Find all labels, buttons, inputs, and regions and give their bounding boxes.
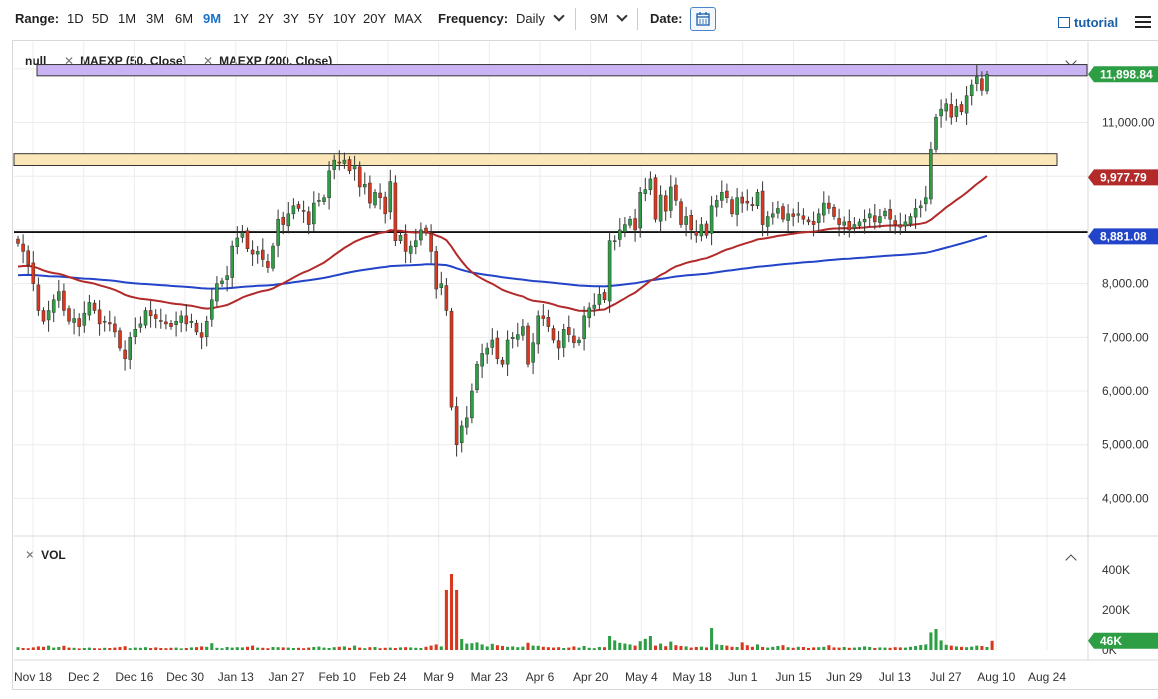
range-button-1m[interactable]: 1M [118,11,137,26]
close-icon[interactable]: ✕ [25,548,36,562]
frequency-label: Frequency: [438,11,509,26]
toolbar-divider [637,8,638,30]
calendar-button[interactable] [690,7,716,31]
range-button-9m[interactable]: 9M [203,11,222,26]
legend-ma200-label: MAEXP (200, Close) [219,54,333,68]
chart-frame [12,40,1158,690]
close-icon[interactable]: ✕ [203,54,214,68]
range-button-3y[interactable]: 3Y [283,11,299,26]
range-button-5d[interactable]: 5D [92,11,109,26]
toolbar-divider [575,8,576,30]
date-label: Date: [650,11,683,26]
period-dropdown[interactable]: 9M [590,10,628,26]
range-button-max[interactable]: MAX [394,11,423,26]
range-button-5y[interactable]: 5Y [308,11,324,26]
chevron-down-icon [616,10,628,22]
legend-symbol: null [25,54,47,68]
book-icon [1058,17,1070,28]
chevron-down-icon [553,10,565,22]
tutorial-label: tutorial [1074,15,1119,30]
range-button-6m[interactable]: 6M [175,11,194,26]
calendar-icon [696,12,710,26]
range-button-10y[interactable]: 10Y [333,11,357,26]
vol-study: ✕ VOL [25,548,66,562]
period-value: 9M [590,11,609,26]
range-button-2y[interactable]: 2Y [258,11,274,26]
frequency-dropdown[interactable]: Daily [516,10,565,26]
range-button-20y[interactable]: 20Y [363,11,387,26]
close-icon[interactable]: ✕ [64,54,75,68]
menu-icon[interactable] [1135,16,1151,28]
range-button-1y[interactable]: 1Y [233,11,249,26]
legend-study-ma50: ✕ MAEXP (50, Close) [64,54,187,68]
vol-label: VOL [41,548,66,562]
legend-study-ma200: ✕ MAEXP (200, Close) [203,54,332,68]
range-button-3m[interactable]: 3M [146,11,165,26]
range-button-1d[interactable]: 1D [67,11,84,26]
legend-ma50-label: MAEXP (50, Close) [80,54,187,68]
range-label: Range: [15,11,60,26]
frequency-value: Daily [516,11,545,26]
tutorial-link[interactable]: tutorial [1058,15,1118,30]
toolbar: Range: 1D 5D 1M 3M 6M 9M 1Y 2Y 3Y 5Y 10Y 20Y MAX Fre… [0,0,1158,38]
